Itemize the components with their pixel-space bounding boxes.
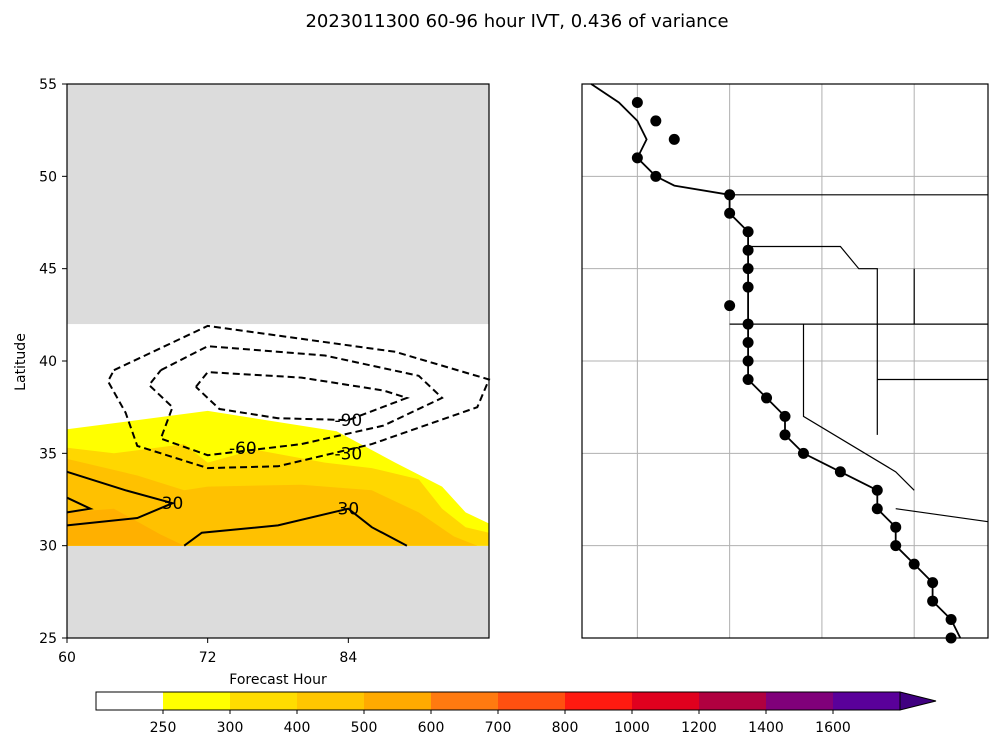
x-axis-label: Forecast Hour [229,672,327,688]
colorbar-tick-label-7: 1000 [614,720,650,736]
contour-line-5 [66,496,94,514]
colorbar-segment-3 [297,692,364,710]
coastline [590,83,962,639]
landfall-point-19 [797,447,809,459]
colorbar: 250 300 400 500 600 700 800 1000 1200 1400 1600 [95,691,937,736]
landfall-point-17 [779,410,791,422]
contour-label-3: 30 [338,500,360,520]
colorbar-tick-label-9: 1400 [748,720,784,736]
landfall-point-10 [742,281,754,293]
colorbar-segment-4 [364,692,431,710]
colorbar-segment-8 [632,692,699,710]
contour-label-1: -60 [229,439,257,459]
landfall-point-14 [742,355,754,367]
contour-line-3 [183,507,408,547]
y-tick-label-3: 40 [39,354,57,370]
colorbar-tick-label-10: 1600 [815,720,851,736]
contour-line-1 [147,345,444,457]
landfall-point-5 [724,189,736,201]
contour-line-4 [66,470,176,527]
colorbar-segment-5 [431,692,498,710]
landfall-point-8 [742,244,754,256]
landfall-point-15 [742,373,754,385]
landfall-point-22 [871,503,883,515]
border-4 [895,508,989,523]
landfall-point-9 [742,263,754,275]
x-tick-label-0: 60 [58,650,76,666]
landfall-point-1 [650,115,662,127]
y-axis-label: Latitude [13,333,29,391]
colorbar-tick-label-6: 800 [552,720,579,736]
y-tick-label-0: 25 [39,631,57,647]
landfall-point-13 [742,337,754,349]
landfall-point-16 [761,392,773,404]
landfall-point-24 [890,540,902,552]
contour-label-0: -30 [334,444,362,464]
colorbar-tick-label-2: 400 [284,720,311,736]
landfall-point-23 [890,521,902,533]
y-tick-label-4: 45 [39,262,57,278]
map-frame [581,83,989,639]
colorbar-segment-10 [766,692,833,710]
map-panel [581,83,989,644]
ivt-fill-400 [67,458,478,546]
y-tick-label-5: 50 [39,169,57,185]
contour-line-2 [195,371,410,422]
ivt-fill-500 [67,508,185,546]
colorbar-segment-9 [699,692,766,710]
colorbar-tick-label-8: 1200 [681,720,717,736]
colorbar-extend-arrow [899,691,937,711]
landfall-point-20 [834,466,846,478]
y-tick-label-1: 30 [39,539,57,555]
border-3 [802,324,915,491]
landfall-point-26 [927,577,939,589]
y-tick-label-2: 35 [39,446,57,462]
colorbar-tick-label-4: 600 [418,720,445,736]
x-tick-label-1: 72 [199,650,217,666]
landfall-point-25 [908,558,920,570]
landfall-point-27 [927,595,939,607]
landfall-point-4 [650,170,662,182]
border-2 [729,323,878,435]
landfall-point-7 [742,226,754,238]
colorbar-tick-label-0: 250 [150,720,177,736]
landfall-point-12 [742,318,754,330]
colorbar-segment-2 [230,692,297,710]
figure-title: 2023011300 60-96 hour IVT, 0.436 of vari… [305,11,728,32]
landfall-point-3 [631,152,643,164]
landfall-point-6 [724,207,736,219]
contour-label-4: 30 [162,494,184,514]
landfall-point-0 [631,96,643,108]
colorbar-tick-label-1: 300 [217,720,244,736]
colorbar-tick-label-5: 700 [485,720,512,736]
colorbar-tick-label-3: 500 [351,720,378,736]
contour-label-2: -90 [334,411,362,431]
colorbar-segment-7 [565,692,632,710]
contour-line-0 [106,324,491,470]
colorbar-segment-0 [96,692,163,710]
landfall-point-18 [779,429,791,441]
landfall-point-11 [724,300,736,312]
landfall-point-2 [668,133,680,145]
colorbar-segment-11 [833,692,900,710]
x-tick-label-2: 84 [339,650,357,666]
contour-panel: -30 -60 -90 30 30 60 72 84 25 30 35 40 45 50 55 [39,77,491,666]
colorbar-segment-1 [163,692,230,710]
landfall-point-21 [871,484,883,496]
border-1 [748,245,988,325]
landfall-point-28 [945,614,957,626]
y-tick-label-6: 55 [39,77,57,93]
colorbar-segment-6 [498,692,565,710]
